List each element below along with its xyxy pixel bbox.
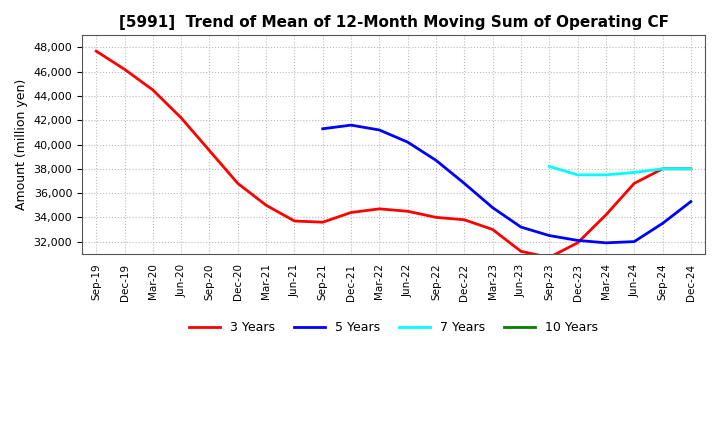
5 Years (658, 221, 667, 226)
3 Years (545, 255, 554, 260)
3 Years (92, 48, 101, 54)
5 Years (403, 139, 412, 145)
3 Years (630, 181, 639, 186)
Y-axis label: Amount (million yen): Amount (million yen) (15, 79, 28, 210)
3 Years (687, 166, 696, 172)
5 Years (602, 240, 611, 246)
5 Years (630, 239, 639, 244)
3 Years (375, 206, 384, 212)
3 Years (177, 115, 186, 121)
Legend: 3 Years, 5 Years, 7 Years, 10 Years: 3 Years, 5 Years, 7 Years, 10 Years (184, 316, 603, 339)
3 Years (205, 148, 214, 153)
5 Years (432, 158, 441, 163)
Line: 3 Years: 3 Years (96, 51, 691, 257)
3 Years (517, 249, 526, 254)
3 Years (403, 209, 412, 214)
7 Years (658, 166, 667, 172)
3 Years (290, 218, 299, 224)
5 Years (375, 127, 384, 132)
3 Years (262, 202, 271, 208)
7 Years (602, 172, 611, 177)
Line: 5 Years: 5 Years (323, 125, 691, 243)
5 Years (318, 126, 327, 132)
5 Years (347, 122, 356, 128)
Line: 7 Years: 7 Years (549, 166, 691, 175)
3 Years (120, 67, 129, 72)
7 Years (545, 164, 554, 169)
5 Years (460, 181, 469, 186)
Title: [5991]  Trend of Mean of 12-Month Moving Sum of Operating CF: [5991] Trend of Mean of 12-Month Moving … (119, 15, 668, 30)
3 Years (573, 240, 582, 246)
5 Years (573, 238, 582, 243)
5 Years (687, 199, 696, 204)
3 Years (148, 87, 157, 92)
5 Years (488, 205, 497, 210)
3 Years (602, 212, 611, 217)
7 Years (687, 166, 696, 172)
3 Years (460, 217, 469, 222)
3 Years (488, 227, 497, 232)
3 Years (658, 166, 667, 172)
3 Years (347, 210, 356, 215)
3 Years (432, 215, 441, 220)
3 Years (318, 220, 327, 225)
7 Years (573, 172, 582, 177)
3 Years (233, 181, 242, 186)
5 Years (545, 233, 554, 238)
5 Years (517, 224, 526, 230)
7 Years (630, 170, 639, 175)
